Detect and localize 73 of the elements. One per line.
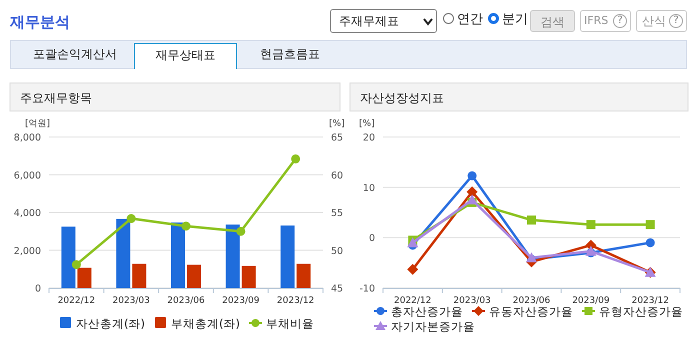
legend-label: 유형자산증가율 [599, 304, 683, 318]
y-tick-label: 0 [368, 233, 375, 244]
point [126, 214, 136, 224]
bar [226, 224, 240, 288]
point [466, 194, 478, 204]
x-tick-label: 2023/09 [572, 296, 610, 306]
text: 현금흐름표 [259, 46, 321, 63]
y-tick-label: 10 [362, 182, 375, 194]
bar [116, 218, 130, 288]
chart-title: 주요재무항목 [20, 91, 92, 105]
point [182, 222, 190, 231]
bar [77, 268, 92, 288]
y-tick-label: 0 [34, 284, 41, 294]
x-tick-label: 2023/09 [222, 296, 260, 306]
text: 산식 [642, 13, 666, 30]
bar [132, 264, 146, 288]
text: IFRS [584, 14, 608, 27]
y-tick-label: 2,000 [14, 246, 41, 257]
bar [171, 222, 185, 288]
legend-label: 부채비율 [266, 316, 314, 330]
bar [242, 266, 256, 288]
point [466, 186, 478, 198]
y2-tick-label: 45 [331, 284, 344, 294]
text: ? [613, 14, 627, 28]
text: 검색 [530, 10, 575, 32]
point [585, 246, 596, 256]
text: 연간 [457, 11, 483, 28]
legend-label: 자기자본증가율 [391, 320, 475, 334]
y-tick-label: 20 [362, 132, 375, 144]
bar [296, 264, 311, 288]
y2-axis-title: [%] [329, 119, 345, 129]
point [291, 154, 300, 164]
point [646, 220, 655, 230]
x-tick-label: 2023/03 [112, 296, 150, 306]
y2-tick-label: 50 [331, 246, 344, 257]
text: 재무분석 [10, 13, 70, 32]
y-tick-label: 4,000 [14, 208, 41, 219]
bar [187, 264, 201, 288]
legend-label: 유동자산증가율 [489, 304, 573, 318]
chart-title: 자산성장성지표 [360, 91, 444, 105]
point [407, 264, 418, 275]
x-tick-label: 2022/12 [58, 296, 96, 306]
legend-label: 총자산증가율 [391, 304, 463, 318]
y-tick-label: 6,000 [14, 170, 41, 182]
point [526, 252, 537, 262]
y2-tick-label: 65 [331, 132, 344, 144]
legend-label: 부채총계(좌) [170, 316, 240, 330]
text: 주재무제표 [330, 9, 437, 33]
y-tick-label: 8,000 [14, 132, 41, 144]
y2-tick-label: 60 [331, 170, 344, 182]
legend-label: 자산총계(좌) [76, 316, 145, 330]
x-tick-label: 2023/06 [167, 296, 205, 306]
x-tick-label: 2023/12 [276, 296, 314, 306]
y-axis-title: [%] [359, 119, 375, 129]
text: ? [669, 14, 683, 28]
point [72, 260, 81, 270]
x-tick-label: 2022/12 [394, 296, 432, 306]
point [468, 171, 477, 180]
bar [61, 226, 76, 288]
bar [280, 226, 295, 288]
text: 포괄손익계산서 [32, 46, 118, 63]
x-tick-label: 2023/06 [512, 296, 550, 306]
text: 분기 [502, 11, 528, 28]
y-tick-label: -10 [359, 284, 375, 294]
point [407, 237, 418, 248]
y2-tick-label: 55 [331, 208, 344, 219]
point [586, 220, 596, 230]
y-axis-title: [억원] [25, 119, 50, 129]
point [527, 216, 536, 225]
x-tick-label: 2023/12 [632, 296, 669, 306]
point [646, 238, 655, 248]
point [236, 226, 246, 236]
x-tick-label: 2023/03 [453, 296, 491, 306]
